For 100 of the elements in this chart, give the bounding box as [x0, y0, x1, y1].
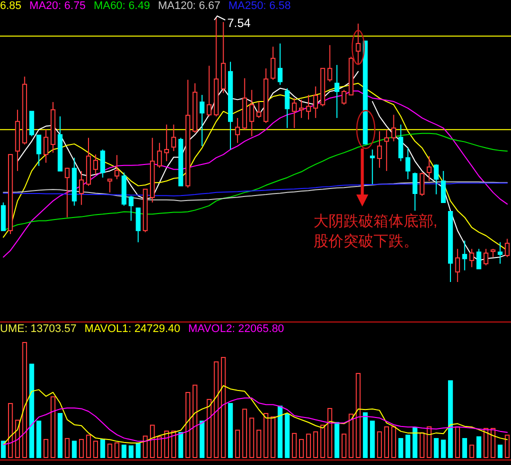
bar: [242, 408, 248, 458]
bar: [405, 434, 410, 458]
candlestick: [100, 149, 106, 178]
bar: [142, 436, 148, 458]
candlestick: [64, 167, 70, 218]
candlestick: [370, 149, 375, 185]
bar: [44, 438, 48, 458]
bar: [284, 414, 290, 458]
bar: [58, 412, 63, 458]
candlestick: [29, 110, 34, 137]
bar: [220, 356, 226, 458]
bar: [342, 434, 346, 458]
candlestick: [256, 101, 262, 118]
bar: [128, 445, 134, 458]
candlestick: [398, 124, 404, 162]
bar: [370, 420, 375, 458]
bar: [235, 430, 240, 458]
bar: [278, 406, 283, 458]
candlestick: [327, 44, 332, 82]
bar: [264, 412, 268, 458]
candlestick: [426, 156, 432, 182]
bar: [377, 431, 382, 458]
bar: [192, 384, 198, 458]
candlestick: [299, 99, 304, 118]
bar: [292, 432, 297, 458]
candlestick: [455, 248, 460, 282]
bar: [412, 427, 418, 458]
candlestick: [405, 147, 410, 180]
bar: [36, 420, 42, 458]
bar: [362, 412, 368, 458]
candlestick: [171, 124, 176, 152]
candlestick: [157, 142, 162, 168]
bar: [420, 432, 424, 458]
bar: [440, 440, 446, 458]
bar: [391, 426, 396, 458]
bar: [356, 372, 361, 458]
candlestick: [434, 164, 439, 195]
candlestick: [440, 170, 446, 203]
bar: [484, 428, 488, 458]
candlestick: [200, 94, 204, 147]
bar: [29, 364, 34, 458]
bar: [490, 428, 496, 458]
candlestick: [78, 170, 84, 206]
candlestick: [334, 64, 340, 118]
bar: [206, 398, 212, 458]
bar: [157, 436, 162, 458]
bar: [100, 438, 106, 458]
candlestick: [136, 207, 141, 243]
text: MA250: 6.58: [228, 0, 291, 12]
bar: [320, 424, 326, 458]
bar: [306, 434, 311, 458]
candlestick: [498, 242, 503, 264]
text: 6.85: [0, 0, 22, 12]
candlestick: [36, 134, 42, 166]
candlestick: [107, 178, 112, 193]
bar: [448, 380, 453, 458]
text: MAVOL1: 24729.40: [84, 323, 180, 335]
bar: [50, 396, 56, 458]
bar: [72, 440, 77, 458]
bar: [327, 408, 332, 458]
bar: [398, 438, 404, 458]
candlestick: [420, 172, 424, 196]
candlestick: [114, 154, 120, 180]
bar: [476, 436, 482, 458]
candlestick: [93, 154, 98, 175]
bar: [15, 420, 20, 458]
candlestick: [484, 248, 488, 266]
candlestick: [469, 248, 474, 268]
bar: [348, 414, 354, 458]
candlestick: [476, 248, 482, 270]
bar: [86, 434, 91, 458]
bar: [8, 403, 13, 458]
candlestick: [356, 23, 361, 66]
candlestick: [128, 195, 134, 222]
bar: [334, 422, 340, 458]
bar: [22, 342, 28, 458]
candlestick: [206, 65, 212, 117]
series-label: UME: 13703.57: [0, 323, 76, 335]
bar: [78, 438, 84, 458]
bar: [270, 416, 276, 458]
candlestick: [306, 94, 311, 120]
text: MA60: 6.49: [94, 0, 150, 12]
bar: [469, 444, 474, 458]
bar: [178, 432, 184, 458]
candlestick: [292, 98, 297, 129]
text: MA20: 6.75: [29, 0, 86, 12]
candlestick: [284, 88, 290, 129]
annotation: 大阴跌破箱体底部, 股价突破下跌。: [313, 213, 438, 250]
bar: [114, 442, 120, 458]
bar: [434, 438, 439, 458]
bar: [200, 420, 204, 458]
candlestick: [412, 172, 418, 212]
candlestick: [384, 129, 389, 172]
bar: [256, 430, 262, 458]
bar: [498, 444, 503, 458]
bar: [185, 392, 190, 458]
bar: [136, 443, 141, 458]
annotation: 7.54: [227, 16, 251, 30]
bar: [384, 426, 389, 458]
candlestick: [313, 86, 318, 118]
